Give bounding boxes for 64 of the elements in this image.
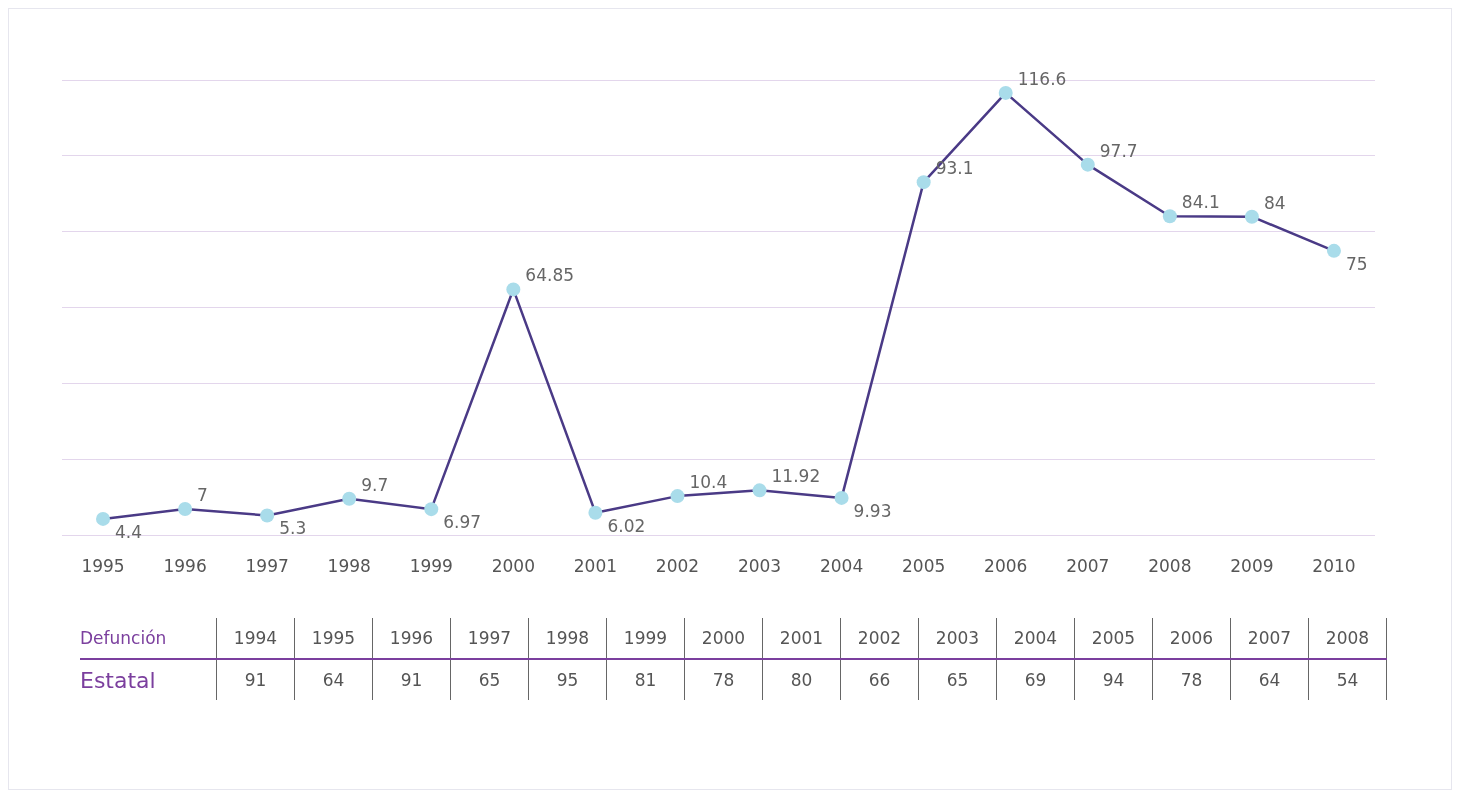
text: 2006 — [1152, 618, 1231, 659]
x-tick-label: 1997 — [245, 556, 289, 577]
text: 1999 — [606, 618, 685, 659]
text: Estatal — [80, 666, 157, 695]
data-label: 64.85 — [525, 265, 575, 286]
text: 91 — [372, 659, 451, 700]
text: 78 — [684, 659, 763, 700]
x-tick-label: 2009 — [1230, 556, 1274, 577]
text: 69 — [996, 659, 1075, 700]
text: 94 — [1074, 659, 1153, 700]
x-tick-label: 2003 — [737, 556, 782, 577]
text: 1996 — [372, 618, 451, 659]
text: 1994 — [216, 618, 295, 659]
text: 91 — [216, 659, 295, 700]
text: 64 — [294, 659, 373, 700]
data-label: 5.3 — [279, 518, 307, 539]
x-tick-label: 2005 — [902, 556, 946, 577]
text: 2003 — [918, 618, 997, 659]
data-label: 7 — [197, 484, 208, 505]
x-tick-label: 2000 — [491, 556, 535, 577]
x-tick-label: 1998 — [327, 556, 371, 577]
text: 2004 — [996, 618, 1075, 659]
text: 65 — [450, 659, 529, 700]
x-tick-label: 2010 — [1312, 556, 1356, 577]
x-tick-label: 2002 — [655, 556, 700, 577]
text: 2000 — [684, 618, 763, 659]
text: 2008 — [1308, 618, 1387, 659]
text: 2001 — [762, 618, 841, 659]
text: 95 — [528, 659, 607, 700]
text: 2007 — [1230, 618, 1309, 659]
text: 65 — [918, 659, 997, 700]
x-tick-label: 2004 — [819, 556, 864, 577]
data-label: 84.1 — [1181, 192, 1220, 213]
x-tick-label: 1999 — [409, 556, 453, 577]
text: 2005 — [1074, 618, 1153, 659]
data-label: 9.93 — [853, 500, 892, 521]
x-tick-label: 2007 — [1066, 556, 1110, 577]
text: 66 — [840, 659, 919, 700]
x-tick-label: 2001 — [573, 556, 618, 577]
x-tick-label: 1995 — [81, 556, 125, 577]
data-label: 6.97 — [443, 512, 482, 533]
text: 78 — [1152, 659, 1231, 700]
data-label: 93.1 — [935, 158, 974, 179]
text: 54 — [1308, 659, 1387, 700]
data-label: 84 — [1263, 192, 1286, 213]
text: 2002 — [840, 618, 919, 659]
data-label: 116.6 — [1017, 68, 1067, 89]
x-tick-label: 1996 — [163, 556, 207, 577]
data-label: 6.02 — [607, 515, 646, 536]
text: 64 — [1230, 659, 1309, 700]
text: 80 — [762, 659, 841, 700]
x-tick-label: 2008 — [1148, 556, 1192, 577]
data-label: 9.7 — [361, 474, 389, 495]
x-tick-label: 2006 — [984, 556, 1028, 577]
text: 1997 — [450, 618, 529, 659]
text: 81 — [606, 659, 685, 700]
data-label: 97.7 — [1099, 140, 1138, 161]
text: 1995 — [294, 618, 373, 659]
text: Defunción — [80, 618, 217, 659]
data-label: 75 — [1345, 253, 1368, 274]
data-label: 10.4 — [689, 472, 728, 493]
text: 1998 — [528, 618, 607, 659]
data-label: 4.4 — [115, 521, 143, 542]
data-label: 11.92 — [771, 466, 821, 487]
